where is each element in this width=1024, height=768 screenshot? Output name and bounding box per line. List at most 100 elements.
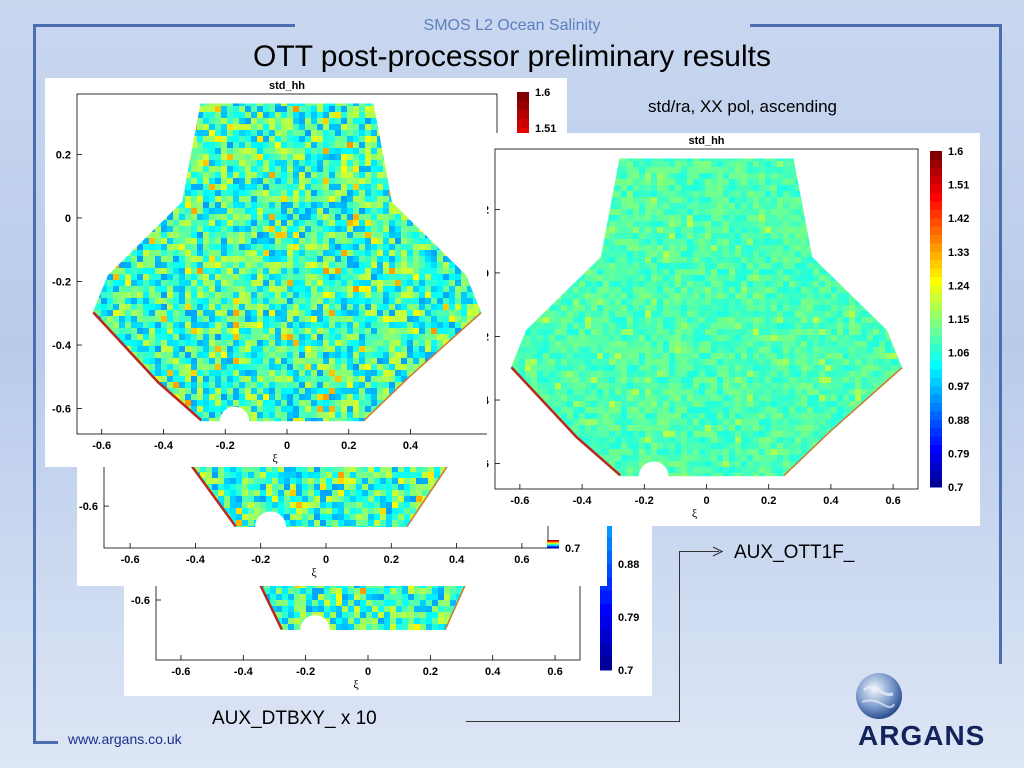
- colorbar-label: 1.15: [948, 314, 969, 326]
- colorbar-cell: [930, 184, 942, 194]
- colorbar-cell: [930, 453, 942, 463]
- x-axis-label: ξ: [692, 506, 698, 520]
- colorbar-cell: [930, 478, 942, 488]
- colorbar-label: 1.42: [948, 213, 969, 225]
- fov-notch: [638, 461, 669, 492]
- y-tick-label: -0.2: [487, 331, 489, 343]
- frame-left: [33, 24, 36, 744]
- y-tick-label: -0.4: [52, 340, 72, 352]
- colorbar-cell: [930, 251, 942, 261]
- colorbar-cell: [517, 128, 529, 138]
- heatmap-field: [510, 158, 903, 477]
- y-tick-label: -0.2: [52, 276, 71, 288]
- colorbar-label: 1.33: [948, 247, 969, 259]
- x-tick-label: -0.6: [510, 495, 529, 507]
- colorbar-cell: [930, 352, 942, 362]
- x-tick-label: 0.2: [423, 666, 438, 678]
- y-tick-label: -0.6: [52, 404, 71, 416]
- fov-notch: [219, 406, 250, 436]
- y-tick-label: 0: [487, 268, 489, 280]
- x-tick-label: -0.2: [251, 554, 270, 566]
- x-tick-label: -0.2: [635, 495, 654, 507]
- x-tick-label: 0: [703, 495, 709, 507]
- colorbar-label: 1.06: [948, 348, 969, 360]
- x-tick-label: 0.2: [761, 495, 776, 507]
- colorbar-cell: [930, 428, 942, 438]
- colorbar-cell: [930, 218, 942, 228]
- caption: std/ra, XX pol, ascending: [648, 97, 838, 116]
- colorbar-cell: [930, 377, 942, 387]
- argans-logo: [852, 672, 992, 756]
- chart-panel-4: std_hh -0.6 -0.4 -0.2 0 0.2 0.4 0.6 ξ 0.2 0 -0.2 -0.…: [487, 133, 980, 526]
- x-tick-label: 0.6: [514, 554, 529, 566]
- colorbar-label: 1.6: [535, 87, 550, 99]
- y-tick-label: -0.6: [487, 459, 489, 471]
- arrow-line-vertical: [679, 551, 680, 722]
- colorbar-label: 0.88: [618, 559, 639, 571]
- colorbar-cell: [600, 603, 612, 618]
- colorbar-cell: [930, 335, 942, 345]
- arrow-line-horizontal-bottom: [466, 721, 680, 722]
- y-tick-label: -0.4: [487, 395, 490, 407]
- colorbar-cell: [930, 419, 942, 429]
- colorbar-cell: [547, 547, 559, 549]
- colorbar-cell: [517, 101, 529, 111]
- colorbar-cell: [930, 386, 942, 396]
- frame-bottom-left: [33, 741, 58, 744]
- chart-title: std_hh: [688, 135, 724, 147]
- x-tick-label: 0.6: [547, 666, 562, 678]
- colorbar-cell: [930, 285, 942, 295]
- colorbar-cell: [930, 369, 942, 379]
- colorbar-cell: [930, 302, 942, 312]
- x-tick-label: -0.4: [186, 554, 206, 566]
- colorbar-label: 0.7: [948, 482, 963, 494]
- colorbar-cell: [930, 260, 942, 270]
- colorbar-cell: [600, 590, 612, 605]
- frame-top-left: [33, 24, 295, 27]
- x-axis-label: ξ: [353, 677, 359, 691]
- colorbar-cell: [930, 268, 942, 278]
- y-tick-label: -0.6: [79, 501, 98, 513]
- x-tick-label: -0.4: [234, 666, 254, 678]
- colorbar-cell: [930, 310, 942, 320]
- colorbar-cell: [517, 119, 529, 129]
- colorbar-cell: [517, 110, 529, 120]
- colorbar-label: 0.79: [618, 612, 639, 624]
- colorbar-cell: [930, 226, 942, 236]
- x-tick-label: 0: [284, 440, 290, 452]
- colorbar-cell: [930, 461, 942, 471]
- x-tick-label: 0: [365, 666, 371, 678]
- colorbar-label: 0.7: [618, 665, 633, 677]
- colorbar-cell: [930, 403, 942, 412]
- colorbar-cell: [930, 319, 942, 328]
- frame-right: [999, 24, 1002, 664]
- colorbar-cell: [930, 209, 942, 219]
- x-tick-label: -0.6: [171, 666, 190, 678]
- colorbar-cell: [930, 445, 942, 454]
- label-aux-ott: AUX_OTT1F_: [734, 542, 855, 563]
- colorbar-cell: [930, 243, 942, 253]
- colorbar-cell: [930, 159, 942, 169]
- colorbar-label: 0.97: [948, 381, 969, 393]
- chart-svg-4: std_hh -0.6 -0.4 -0.2 0 0.2 0.4 0.6 ξ 0.2 0 -0.2 -0.…: [487, 135, 970, 520]
- x-tick-label: -0.2: [296, 666, 315, 678]
- colorbar-cell: [930, 151, 942, 160]
- colorbar-cell: [930, 277, 942, 286]
- x-tick-label: -0.4: [573, 495, 593, 507]
- colorbar-cell: [930, 176, 942, 186]
- arrow-head-icon: [712, 546, 724, 557]
- fov-notch: [254, 511, 287, 543]
- colorbar-cell: [930, 361, 942, 370]
- globe-icon: [856, 673, 902, 719]
- colorbar-cell: [600, 617, 612, 631]
- colorbar-cell: [930, 436, 942, 446]
- footer-url[interactable]: www.argans.co.uk: [68, 731, 182, 747]
- chart-title: std_hh: [269, 80, 305, 92]
- colorbar-cell: [930, 193, 942, 202]
- y-tick-label: 0.2: [56, 149, 71, 161]
- frame-top-right: [750, 24, 1002, 27]
- colorbar-cell: [930, 293, 942, 303]
- colorbar-cell: [600, 656, 612, 671]
- label-aux-dtbxy: AUX_DTBXY_ x 10: [212, 708, 377, 729]
- colorbar-cell: [930, 327, 942, 337]
